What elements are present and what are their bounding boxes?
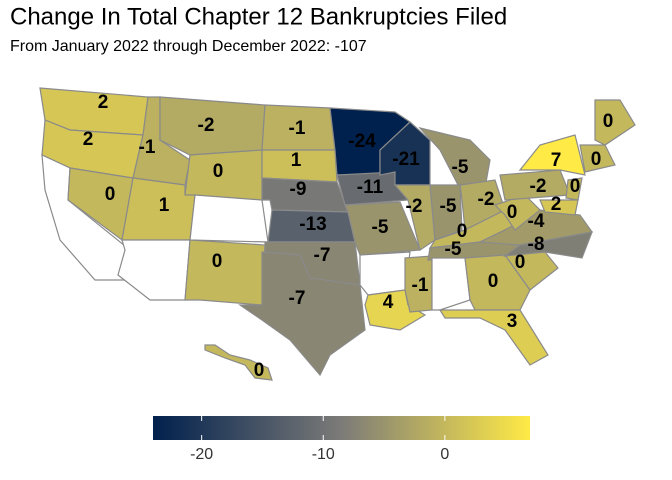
region-label: -1 xyxy=(139,137,156,158)
region-label: 0 xyxy=(457,221,468,242)
colorbar-tick-label: 0 xyxy=(440,446,449,463)
region xyxy=(594,99,636,146)
region-label: -5 xyxy=(440,196,457,217)
region-label: 2 xyxy=(551,194,562,215)
region xyxy=(539,199,579,216)
region-label: -2 xyxy=(406,196,423,217)
region xyxy=(184,239,266,306)
regions xyxy=(39,87,636,381)
region-label: -2 xyxy=(478,189,495,210)
region-label: -21 xyxy=(392,149,420,170)
region-label: -7 xyxy=(314,245,331,266)
region-label: 3 xyxy=(507,311,518,332)
region-label: 1 xyxy=(159,195,170,216)
region xyxy=(404,255,433,313)
region xyxy=(579,144,616,173)
region-label: 0 xyxy=(570,176,581,197)
region-label: -2 xyxy=(198,115,215,136)
region xyxy=(518,134,586,176)
region-label: 0 xyxy=(212,251,223,272)
region-label: 0 xyxy=(603,111,614,132)
region-label: -5 xyxy=(445,239,462,260)
region-label: 0 xyxy=(507,202,518,223)
region-label: -4 xyxy=(528,211,545,232)
region xyxy=(184,149,263,201)
region-label: 1 xyxy=(291,150,302,171)
region-label: 2 xyxy=(83,129,94,150)
region xyxy=(238,251,366,377)
region-label: 7 xyxy=(551,150,562,171)
chart-subtitle: From January 2022 through December 2022:… xyxy=(10,38,367,55)
region-label: -2 xyxy=(530,176,547,197)
region-label: 0 xyxy=(213,161,224,182)
region xyxy=(393,184,436,251)
chart-title: Change In Total Chapter 12 Bankruptcies … xyxy=(10,3,507,30)
region-label: 0 xyxy=(515,252,526,273)
region-label: -1 xyxy=(289,118,306,139)
region-label: -11 xyxy=(357,177,384,198)
region-label: -7 xyxy=(289,288,306,309)
region-label: -24 xyxy=(348,131,376,152)
region xyxy=(359,251,411,296)
colorbar-ticks: -20 -10 0 xyxy=(190,416,449,463)
region-label: 0 xyxy=(254,360,265,381)
region xyxy=(431,257,471,311)
region-label: -8 xyxy=(528,234,545,255)
region-label: 0 xyxy=(591,149,602,170)
region-label: 0 xyxy=(105,184,116,205)
colorbar xyxy=(153,416,530,440)
region-label: 4 xyxy=(383,292,394,313)
region-label: -5 xyxy=(452,157,469,178)
region xyxy=(429,184,463,241)
region-label: -5 xyxy=(372,217,389,238)
region-label: 0 xyxy=(488,271,499,292)
colorbar-tick-label: -20 xyxy=(190,446,213,463)
colorbar-tick-label: -10 xyxy=(312,446,335,463)
region xyxy=(438,309,549,366)
region xyxy=(117,239,191,301)
region-label: 2 xyxy=(98,92,109,113)
region-label: -13 xyxy=(299,214,326,235)
region-label: -1 xyxy=(412,275,429,296)
region-label: -9 xyxy=(290,179,307,200)
region xyxy=(189,194,269,243)
region xyxy=(204,344,273,381)
region xyxy=(502,231,593,259)
